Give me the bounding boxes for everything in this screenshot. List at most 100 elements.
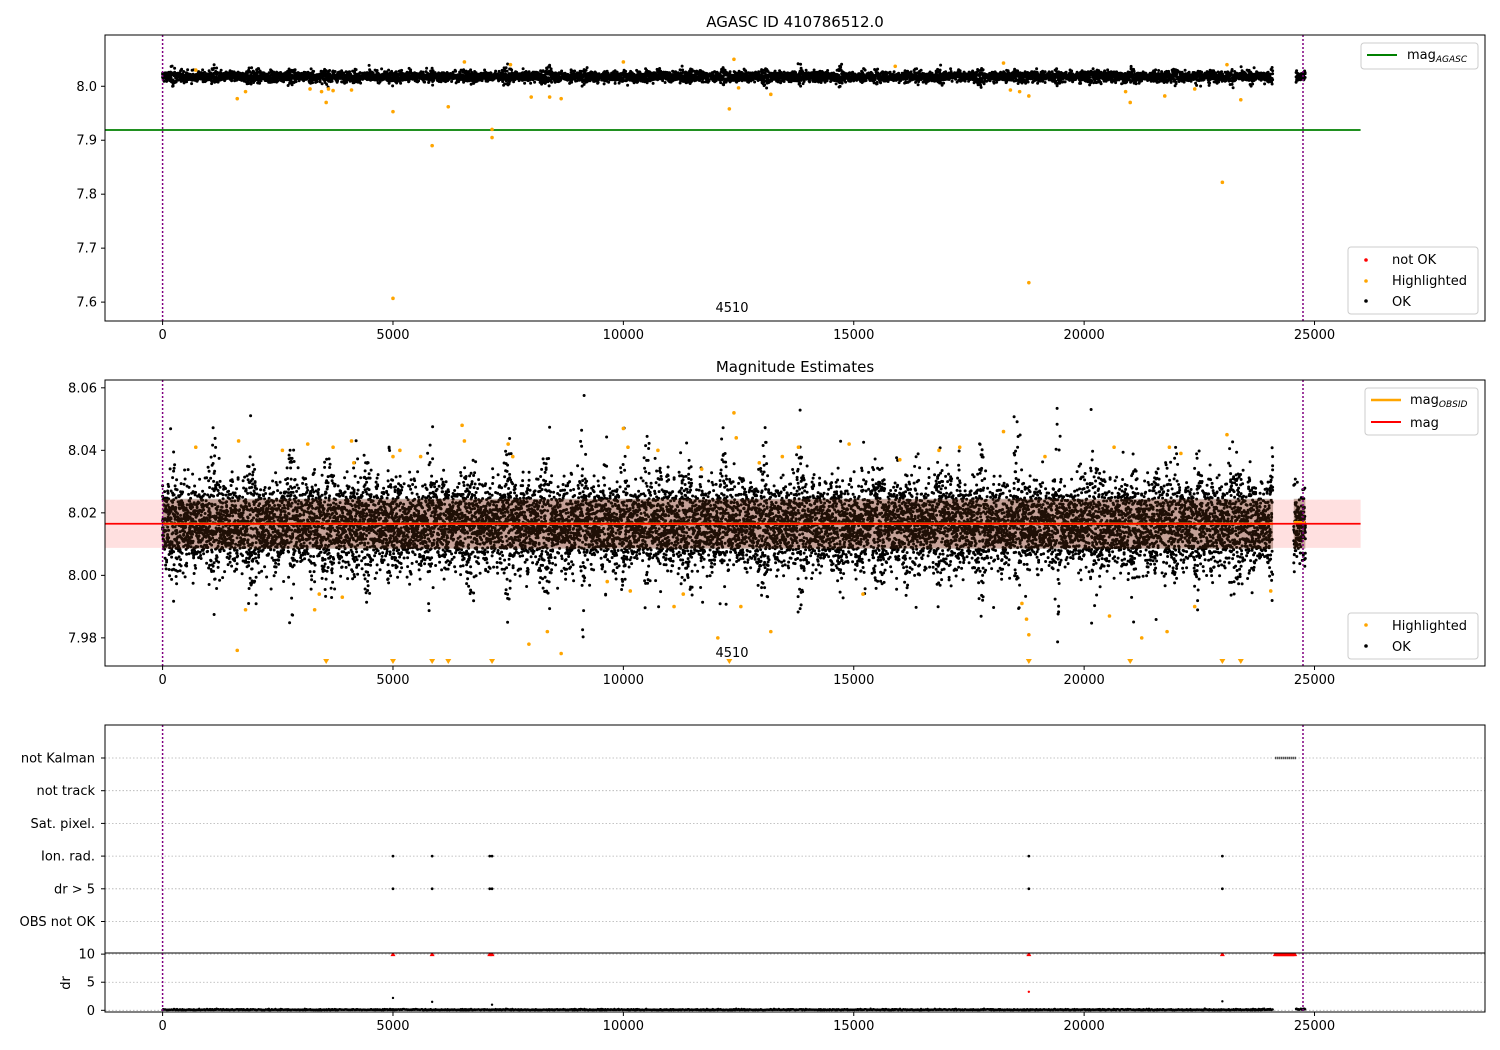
highlighted-point — [1179, 451, 1183, 456]
legend-mag-obsid-main: mag — [1410, 393, 1439, 408]
panel3-grid — [105, 757, 1485, 922]
highlighted-point — [508, 62, 513, 67]
highlighted-point — [305, 442, 310, 446]
highlighted-point — [352, 461, 356, 465]
highlighted-point — [621, 60, 626, 64]
highlighted-point — [937, 448, 941, 453]
highlighted-point — [235, 96, 240, 101]
x-tick-label: 15000 — [833, 673, 874, 688]
highlighted-point — [243, 607, 248, 612]
highlighted-point — [331, 88, 335, 93]
legend-mag-obsid-sub: OBSID — [1439, 400, 1468, 410]
legend-ok-label: OK — [1392, 295, 1411, 310]
panel2-ok-points — [161, 394, 1307, 644]
x-tick-label: 25000 — [1294, 673, 1335, 688]
panel1-y-axis: 7.6 7.7 7.8 7.9 8.0 — [76, 80, 105, 311]
flag-mark — [1220, 887, 1224, 891]
dr-outlier — [490, 1003, 494, 1006]
panel1-frame — [104, 34, 1486, 322]
dr-y-tick-label: 10 — [78, 948, 95, 963]
highlighted-point — [324, 100, 328, 105]
y-tick-label: 7.7 — [76, 242, 97, 257]
highlighted-point — [1107, 614, 1112, 618]
legend-highlighted-label: Highlighted — [1392, 274, 1467, 289]
highlighted-point — [349, 88, 354, 92]
below-range-marker — [1237, 659, 1244, 664]
below-range-marker — [1025, 659, 1032, 664]
panel3-flag-labels: not Kalman not track Sat. pixel. Ion. rad. d… — [20, 752, 105, 930]
highlighted-point — [349, 439, 354, 443]
below-range-marker — [1219, 659, 1226, 664]
dr-y-tick-label: 0 — [87, 1004, 95, 1019]
panel3-dr-axis: 0 5 10 — [78, 948, 105, 1019]
flag-label: Ion. rad. — [41, 850, 95, 865]
dr-outlier — [391, 996, 395, 1000]
dr-outlier — [1027, 990, 1031, 993]
highlighted-point — [732, 411, 736, 415]
dr-clipped-marker — [1219, 953, 1225, 957]
highlighted-point — [1128, 100, 1133, 105]
highlighted-point — [193, 445, 198, 450]
below-range-marker — [323, 659, 330, 664]
panel2-legend-points: Highlighted OK — [1347, 612, 1479, 660]
dr-clipped-marker — [489, 953, 495, 957]
below-range-marker — [445, 659, 452, 664]
highlighted-point — [847, 442, 851, 446]
highlighted-point — [780, 454, 785, 459]
flag-label: dr > 5 — [54, 882, 95, 897]
legend-mag-label: mag — [1410, 416, 1439, 431]
panel2-legend-lines: magOBSID mag — [1364, 387, 1479, 436]
flag-mark — [1027, 887, 1031, 891]
highlighted-point — [529, 95, 534, 99]
legend2-ok-label: OK — [1392, 640, 1411, 655]
x-tick-label: 5000 — [376, 1019, 409, 1034]
legend2-highlighted-label: Highlighted — [1392, 619, 1467, 634]
highlighted-point — [1139, 636, 1144, 640]
highlighted-point — [460, 423, 464, 428]
highlighted-point — [317, 592, 322, 596]
highlighted-point — [1192, 604, 1197, 609]
below-range-marker — [389, 659, 396, 664]
dr-clipped-marker — [1026, 953, 1032, 957]
highlighted-point — [235, 648, 240, 653]
highlighted-point — [1220, 180, 1225, 185]
panel1-marks — [105, 35, 1361, 321]
highlighted-point — [628, 589, 633, 593]
highlighted-point — [898, 457, 902, 462]
legend-not-ok-label: not OK — [1392, 253, 1437, 268]
ok-points-cloud — [161, 62, 1307, 90]
highlighted-point — [418, 454, 423, 459]
highlighted-point — [1165, 629, 1169, 634]
highlighted-point — [446, 104, 451, 109]
y-tick-label: 7.9 — [76, 134, 97, 149]
highlighted-point — [430, 143, 434, 148]
highlighted-point — [545, 629, 550, 634]
flag-mark — [391, 887, 395, 891]
x-tick-label: 15000 — [833, 1019, 874, 1034]
highlighted-point — [506, 442, 510, 446]
panel2-x-axis: 0 5000 10000 15000 20000 25000 — [158, 666, 1335, 688]
highlighted-point — [769, 629, 773, 634]
y-tick-label: 8.00 — [68, 569, 97, 584]
panel-flags: not Kalman not track Sat. pixel. Ion. rad. d… — [20, 724, 1486, 1034]
dr-clipped-marker — [1292, 953, 1298, 957]
dr-outlier — [1221, 1000, 1224, 1003]
highlighted-point — [1001, 61, 1006, 65]
panel1-title: AGASC ID 410786512.0 — [706, 13, 884, 31]
highlighted-point — [510, 454, 515, 459]
below-range-marker — [429, 659, 436, 664]
x-tick-label: 5000 — [376, 673, 409, 688]
highlighted-point — [236, 439, 241, 443]
flag-mark — [430, 854, 434, 858]
flag-mark — [490, 887, 494, 891]
highlighted-point — [462, 60, 467, 64]
panel2-y-axis: 7.98 8.00 8.02 8.04 8.06 — [68, 381, 105, 646]
highlighted-point — [732, 57, 736, 62]
legend-mag-obsid-label: magOBSID — [1410, 393, 1468, 410]
y-tick-label: 8.02 — [68, 506, 97, 521]
flag-label: OBS not OK — [20, 915, 96, 930]
x-tick-label: 10000 — [603, 328, 644, 343]
highlighted-point — [1192, 87, 1197, 91]
dr-points — [161, 1007, 1307, 1012]
